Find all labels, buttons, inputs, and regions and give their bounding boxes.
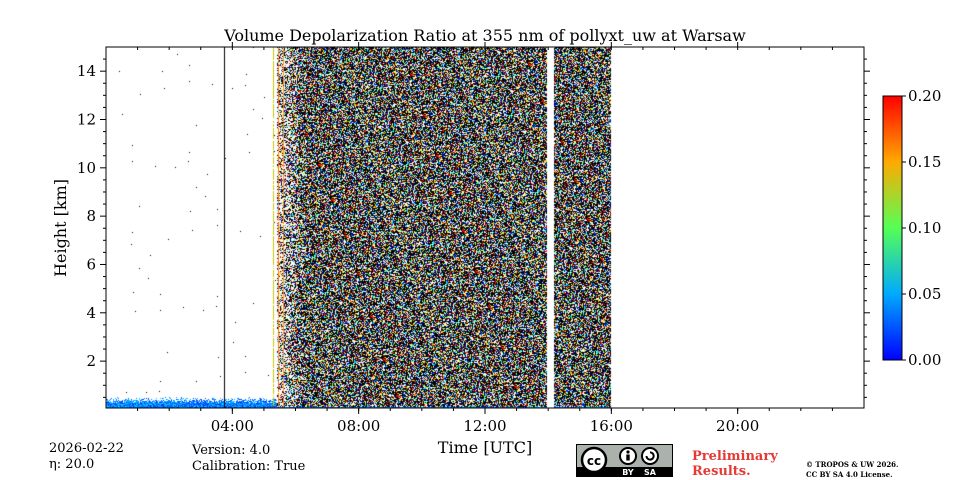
x-tick-label: 16:00: [590, 417, 633, 435]
footer-version-block: Version: 4.0 Calibration: True: [192, 443, 305, 475]
x-tick-label: 04:00: [211, 417, 254, 435]
y-axis-ticks: 2 4 6 8 10 12 14: [77, 58, 870, 398]
plot-area: 04:00 08:00 12:00 16:00 20:00 2 4 6 8 10 12 14: [77, 42, 870, 435]
x-tick-label: 12:00: [463, 417, 506, 435]
footer-date-block: 2026-02-22 η: 20.0: [49, 441, 124, 473]
colorbar: 0.00 0.05 0.10 0.15 0.20: [882, 87, 941, 369]
colorbar-tick-label: 0.15: [908, 153, 941, 171]
copyright-line-2: CC BY SA 4.0 License.: [806, 470, 893, 479]
colorbar-gradient: [882, 95, 903, 361]
y-axis-label: Height [km]: [51, 179, 70, 277]
preliminary-line-2: Results.: [692, 464, 751, 479]
license-sa-label: SA: [644, 468, 657, 476]
footer-calibration: Calibration: True: [192, 459, 306, 474]
colorbar-tick-label: 0.00: [908, 351, 941, 369]
x-tick-label: 20:00: [716, 417, 759, 435]
preliminary-results-note: Preliminary Results.: [692, 449, 778, 479]
y-tick-label: 2: [86, 352, 96, 370]
colorbar-tick-label: 0.20: [908, 87, 941, 105]
colorbar-tick-label: 0.05: [908, 285, 941, 303]
footer-eta: η: 20.0: [49, 457, 95, 472]
y-tick-label: 4: [86, 304, 96, 322]
preliminary-line-1: Preliminary: [692, 449, 778, 464]
cc-icon: [580, 446, 608, 474]
chart-title: Volume Depolarization Ratio at 355 nm of…: [223, 26, 746, 45]
copyright-line-1: © TROPOS & UW 2026.: [806, 460, 899, 469]
colorbar-ticks: 0.00 0.05 0.10 0.15 0.20: [902, 87, 941, 369]
license-by-label: BY: [622, 468, 634, 476]
y-tick-label: 10: [77, 159, 96, 177]
x-axis-ticks: 04:00 08:00 12:00 16:00 20:00: [137, 42, 833, 435]
y-tick-label: 12: [77, 110, 96, 128]
x-tick-label: 08:00: [337, 417, 380, 435]
share-alike-icon: [641, 447, 659, 465]
colorbar-tick-label: 0.10: [908, 219, 941, 237]
y-tick-label: 8: [86, 207, 96, 225]
cc-license-badge: cc BY SA: [576, 444, 673, 477]
x-axis-label: Time [UTC]: [438, 438, 532, 457]
y-tick-label: 14: [77, 62, 96, 80]
footer-date: 2026-02-22: [49, 441, 124, 456]
footer-version: Version: 4.0: [192, 443, 271, 458]
depolarization-heatmap: [106, 47, 864, 408]
cc-icon-text: cc: [587, 454, 601, 468]
copyright-note: © TROPOS & UW 2026. CC BY SA 4.0 License…: [806, 460, 899, 480]
y-tick-label: 6: [86, 255, 96, 273]
